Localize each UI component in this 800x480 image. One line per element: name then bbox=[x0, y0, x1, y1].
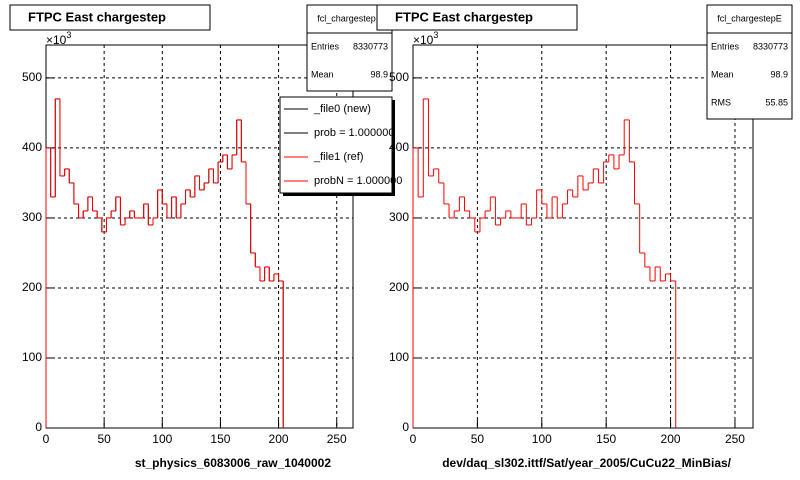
x-tick-label: 200 bbox=[661, 432, 681, 446]
title-box bbox=[376, 4, 578, 31]
x-tick-label: 100 bbox=[152, 432, 172, 446]
x-tick-label: 250 bbox=[327, 432, 347, 446]
y-tick-label: 300 bbox=[22, 210, 42, 224]
x-tick-label: 150 bbox=[596, 432, 616, 446]
stats-label: Mean bbox=[711, 69, 734, 79]
stats-value: 8330773 bbox=[753, 41, 788, 51]
x-tick-label: 0 bbox=[43, 432, 50, 446]
stats-value: 98.9 bbox=[770, 69, 788, 79]
y-tick-label: 400 bbox=[22, 140, 42, 154]
y-tick-label: 100 bbox=[389, 350, 409, 364]
stats-label: Entries bbox=[711, 41, 740, 51]
y-tick-label: 400 bbox=[389, 140, 409, 154]
stats-value: 55.85 bbox=[765, 97, 788, 107]
x-tick-label: 200 bbox=[269, 432, 289, 446]
x-tick-label: 50 bbox=[97, 432, 111, 446]
legend-label: _file1 (ref) bbox=[313, 151, 364, 163]
stats-title: fcl_chargestepE bbox=[317, 13, 382, 23]
y-multiplier: ×103 bbox=[413, 30, 438, 47]
y-tick-label: 500 bbox=[22, 70, 42, 84]
y-tick-label: 0 bbox=[35, 420, 42, 434]
stats-label: RMS bbox=[711, 97, 731, 107]
stats-value: 98.9 bbox=[370, 69, 388, 79]
legend-label: prob = 1.000000 bbox=[314, 127, 394, 139]
stats-title: fcl_chargestepE bbox=[717, 13, 782, 23]
x-tick-label: 50 bbox=[471, 432, 485, 446]
x-tick-label: 150 bbox=[210, 432, 230, 446]
legend-label: _file0 (new) bbox=[313, 103, 371, 115]
chart-title: FTPC East chargestep bbox=[395, 9, 533, 24]
multiplier-base: ×10 bbox=[46, 33, 67, 47]
plot-frame bbox=[412, 44, 754, 429]
stats-label: Entries bbox=[311, 41, 340, 51]
stats-value: 8330773 bbox=[353, 41, 388, 51]
y-tick-label: 300 bbox=[389, 210, 409, 224]
stats-box bbox=[306, 4, 393, 92]
y-multiplier: ×103 bbox=[46, 30, 71, 47]
multiplier-base: ×10 bbox=[413, 33, 434, 47]
multiplier-exponent: 3 bbox=[66, 30, 71, 40]
stats-label: Mean bbox=[311, 69, 334, 79]
y-tick-label: 100 bbox=[22, 350, 42, 364]
x-tick-label: 0 bbox=[410, 432, 417, 446]
x-axis-label: dev/daq_sl302.ittf/Sat/year_2005/CuCu22_… bbox=[442, 456, 731, 470]
legend-label: probN = 1.000000 bbox=[314, 175, 402, 187]
multiplier-exponent: 3 bbox=[433, 30, 438, 40]
x-axis-label: st_physics_6083006_raw_1040002 bbox=[135, 456, 331, 470]
x-tick-label: 250 bbox=[725, 432, 745, 446]
legend-box bbox=[279, 96, 393, 194]
y-tick-label: 200 bbox=[22, 280, 42, 294]
y-tick-label: 500 bbox=[389, 70, 409, 84]
x-tick-label: 100 bbox=[532, 432, 552, 446]
chart-title: FTPC East chargestep bbox=[28, 9, 166, 24]
title-box bbox=[9, 4, 211, 31]
stats-box bbox=[706, 4, 793, 120]
y-tick-label: 0 bbox=[402, 420, 409, 434]
y-tick-label: 200 bbox=[389, 280, 409, 294]
